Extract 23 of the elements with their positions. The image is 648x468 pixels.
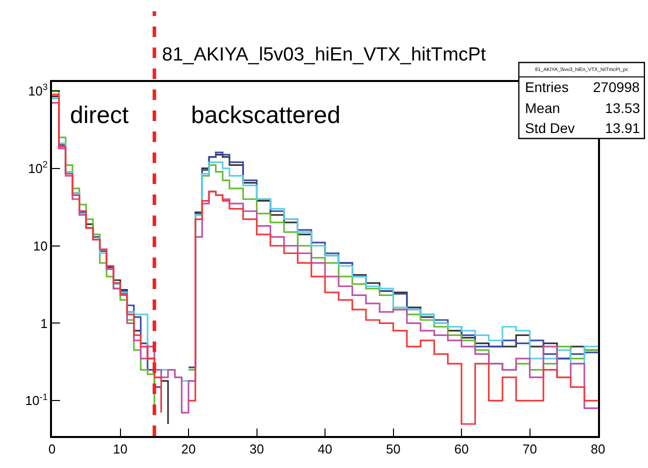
y-tick-label: 10 (33, 238, 48, 254)
x-tick-label: 20 (181, 441, 196, 456)
x-tick-label: 40 (318, 441, 332, 456)
x-tick-label: 50 (386, 441, 400, 456)
annotation: backscattered (191, 102, 340, 129)
y-tick-label: 10$^{-1}$ (25, 392, 48, 408)
x-tick-label: 10 (113, 441, 128, 456)
annotation: Entries (525, 79, 569, 95)
x-tick-label: 80 (590, 441, 606, 456)
x-tick-label: 70 (522, 441, 537, 456)
x-tick-label: 60 (454, 441, 469, 456)
annotation: Std Dev (525, 120, 575, 136)
x-tick-label: 0 (48, 441, 56, 456)
y-tick-label: 10$^{2}$ (28, 159, 48, 176)
text: 13.53 (605, 100, 640, 116)
x-tick-label: 30 (250, 441, 264, 456)
annotation: direct (70, 102, 130, 129)
y-tick-label: 10$^{3}$ (28, 82, 48, 98)
y-tick-label: 1 (40, 316, 48, 331)
text: 13.91 (605, 120, 640, 136)
annotation: Mean (525, 100, 560, 116)
annotation: 270998 (593, 79, 640, 95)
chart-title: 81_AKIYA_l5v03_hiEn_VTX_hitTmcPt (162, 44, 487, 66)
